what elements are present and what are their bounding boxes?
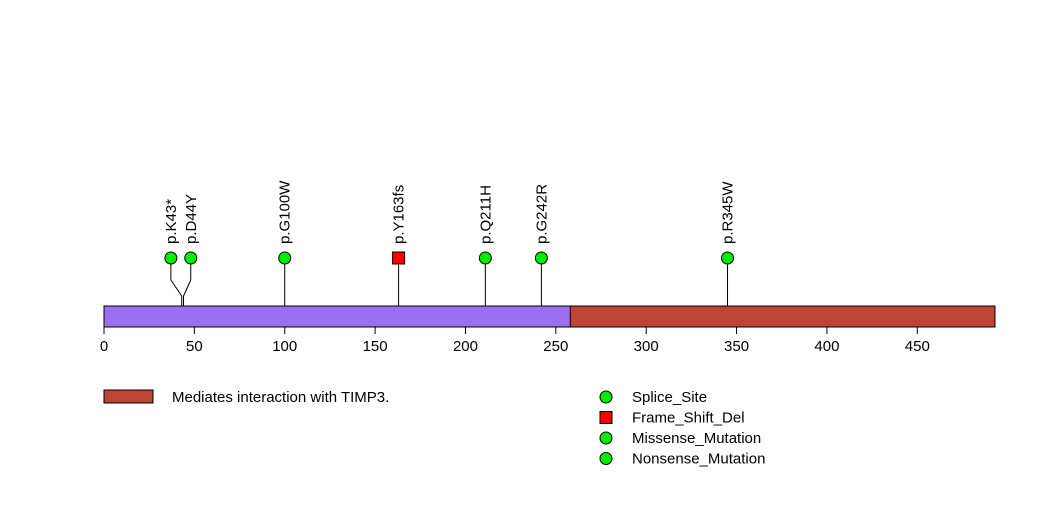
domain-legend-label: Mediates interaction with TIMP3.: [172, 389, 389, 406]
legend-label: Frame_Shift_Del: [632, 410, 745, 427]
mutation-label: p.D44Y: [183, 194, 200, 244]
mutation-type-legend: Splice_Site Frame_Shift_Del Missense_Mutat…: [599, 389, 765, 468]
x-tick-label: 0: [100, 338, 108, 355]
domain-legend-swatch: [103, 389, 154, 404]
mutation-label: p.Q211H: [477, 185, 494, 244]
protein-backbone: [103, 305, 996, 328]
x-tick-label: 350: [724, 338, 749, 355]
legend-circle-icon: [599, 390, 613, 404]
mutation-marker: [478, 251, 492, 265]
mutation-label: p.K43*: [163, 199, 180, 244]
mutation-label: p.R345W: [720, 181, 737, 244]
legend-label: Missense_Mutation: [632, 430, 761, 447]
legend-square-icon: [599, 411, 613, 424]
x-tick-label: 250: [543, 338, 568, 355]
legend-circle-icon: [599, 431, 613, 445]
x-tick-label: 300: [634, 338, 659, 355]
domain-bar-0: [569, 305, 996, 328]
mutation-markers: [164, 251, 735, 265]
mutation-label: p.G242R: [533, 184, 550, 244]
mutation-marker: [721, 251, 735, 265]
x-tick-label: 100: [272, 338, 297, 355]
x-tick-label: 400: [814, 338, 839, 355]
x-axis: 0 50 100 150 200 250 300 350 400 450: [100, 326, 930, 355]
mutation-label: p.G100W: [277, 180, 294, 244]
legend-circle-icon: [599, 452, 613, 465]
mutation-marker: [184, 251, 198, 265]
x-tick-label: 50: [186, 338, 203, 355]
mutation-labels: p.K43* p.D44Y p.G100W p.Y163fs p.Q211H p.G242…: [163, 180, 737, 244]
legend-label: Nonsense_Mutation: [632, 451, 765, 468]
x-tick-label: 200: [453, 338, 478, 355]
mutation-marker: [392, 251, 406, 265]
mutation-marker: [534, 251, 548, 265]
legend-label: Splice_Site: [632, 389, 707, 406]
mutation-marker: [164, 251, 178, 265]
x-tick-label: 450: [905, 338, 930, 355]
x-tick-label: 150: [363, 338, 388, 355]
mutation-label: p.Y163fs: [391, 185, 408, 244]
mutation-marker: [278, 251, 292, 265]
domain-legend: Mediates interaction with TIMP3.: [103, 389, 389, 406]
